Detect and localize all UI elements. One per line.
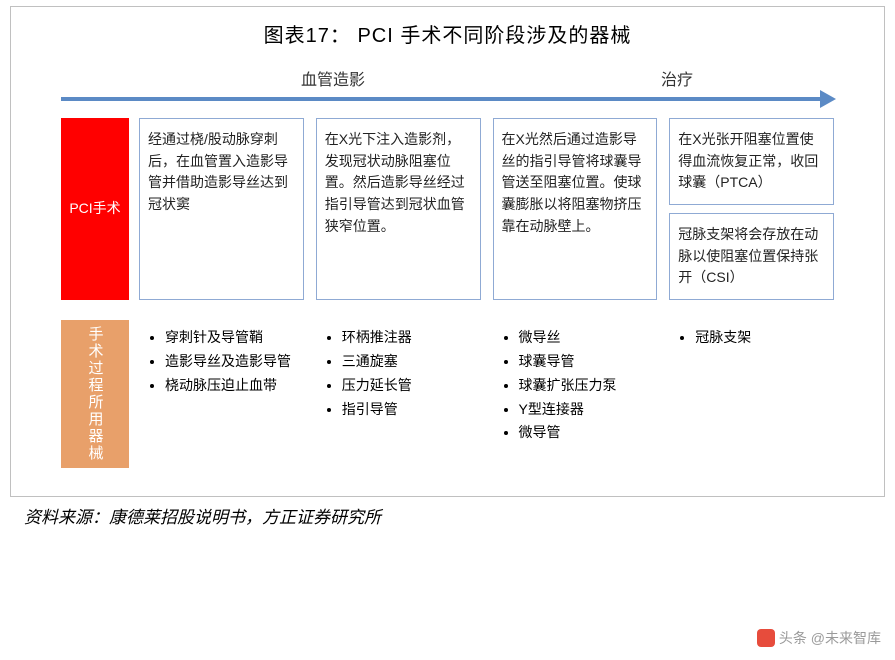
phase-labels: 血管造影 治疗	[61, 66, 834, 88]
list-item: 冠脉支架	[695, 326, 830, 350]
list-item: 微导管	[519, 421, 654, 445]
pci-procedure-label: PCI手术	[61, 118, 129, 300]
list-item: 压力延长管	[342, 374, 477, 398]
instrument-list: 微导丝球囊导管球囊扩张压力泵Y型连接器微导管	[493, 320, 658, 468]
list-item: 球囊导管	[519, 350, 654, 374]
list-item: 造影导丝及造影导管	[165, 350, 300, 374]
stage-box: 冠脉支架将会存放在动脉以使阻塞位置保持张开（CSI）	[669, 213, 834, 300]
instruments-row: 手术过程所用器械 穿刺针及导管鞘造影导丝及造影导管桡动脉压迫止血带 环柄推注器三…	[61, 320, 834, 468]
arrow-bar	[61, 97, 822, 101]
phase-right: 治疗	[661, 66, 693, 90]
list-item: 球囊扩张压力泵	[519, 374, 654, 398]
stage-box: 在X光然后通过造影导丝的指引导管将球囊导管送至阻塞位置。使球囊膨胀以将阻塞物挤压…	[493, 118, 658, 300]
list-item: 穿刺针及导管鞘	[165, 326, 300, 350]
stage-box: 在X光张开阻塞位置使得血流恢复正常，收回球囊（PTCA）	[669, 118, 834, 205]
pci-procedure-row: PCI手术 经通过桡/股动脉穿刺后，在血管置入造影导管并借助造影导丝达到冠状窦 …	[61, 118, 834, 300]
list-item: Y型连接器	[519, 398, 654, 422]
list-item: 桡动脉压迫止血带	[165, 374, 300, 398]
instrument-list: 穿刺针及导管鞘造影导丝及造影导管桡动脉压迫止血带	[139, 320, 304, 468]
instruments-label: 手术过程所用器械	[61, 320, 129, 468]
watermark-text: 头条 @未来智库	[779, 628, 881, 648]
arrow-head-icon	[820, 90, 836, 108]
watermark: 头条 @未来智库	[757, 628, 881, 648]
instrument-list: 冠脉支架	[669, 320, 834, 468]
stage-box: 在X光下注入造影剂，发现冠状动脉阻塞位置。然后造影导丝经过指引导管达到冠状血管狭…	[316, 118, 481, 300]
stage-box: 经通过桡/股动脉穿刺后，在血管置入造影导管并借助造影导丝达到冠状窦	[139, 118, 304, 300]
list-item: 三通旋塞	[342, 350, 477, 374]
toutiao-logo-icon	[757, 629, 775, 647]
instrument-list: 环柄推注器三通旋塞压力延长管指引导管	[316, 320, 481, 468]
source-citation: 资料来源：康德莱招股说明书，方正证券研究所	[24, 503, 885, 528]
figure-title: 图表17： PCI 手术不同阶段涉及的器械	[11, 19, 884, 48]
timeline-arrow	[61, 94, 834, 104]
list-item: 环柄推注器	[342, 326, 477, 350]
figure-frame: 图表17： PCI 手术不同阶段涉及的器械 血管造影 治疗 PCI手术 经通过桡…	[10, 6, 885, 497]
list-item: 指引导管	[342, 398, 477, 422]
phase-left: 血管造影	[301, 66, 365, 90]
list-item: 微导丝	[519, 326, 654, 350]
